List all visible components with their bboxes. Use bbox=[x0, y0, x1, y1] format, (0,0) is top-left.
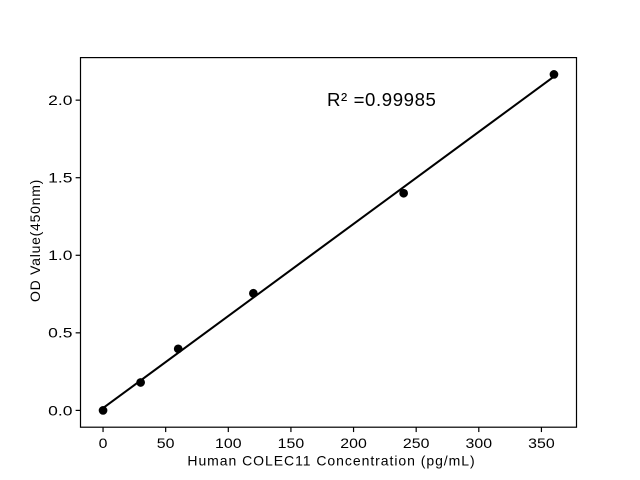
svg-text:50: 50 bbox=[157, 435, 175, 451]
svg-text:350: 350 bbox=[528, 435, 555, 451]
svg-text:100: 100 bbox=[215, 435, 242, 451]
svg-text:2.0: 2.0 bbox=[48, 92, 73, 108]
svg-text:R² =0.99985: R² =0.99985 bbox=[327, 89, 436, 110]
svg-text:0.0: 0.0 bbox=[48, 402, 73, 418]
svg-text:1.5: 1.5 bbox=[48, 170, 73, 186]
svg-text:200: 200 bbox=[340, 435, 367, 451]
svg-text:1.0: 1.0 bbox=[48, 247, 73, 263]
svg-text:250: 250 bbox=[403, 435, 430, 451]
svg-text:0.5: 0.5 bbox=[48, 325, 73, 341]
svg-text:Human COLEC11 Concentration (p: Human COLEC11 Concentration (pg/mL) bbox=[187, 453, 475, 469]
svg-text:0: 0 bbox=[99, 435, 108, 451]
svg-text:300: 300 bbox=[466, 435, 493, 451]
svg-text:OD Value(450nm): OD Value(450nm) bbox=[27, 179, 43, 302]
svg-text:150: 150 bbox=[278, 435, 305, 451]
